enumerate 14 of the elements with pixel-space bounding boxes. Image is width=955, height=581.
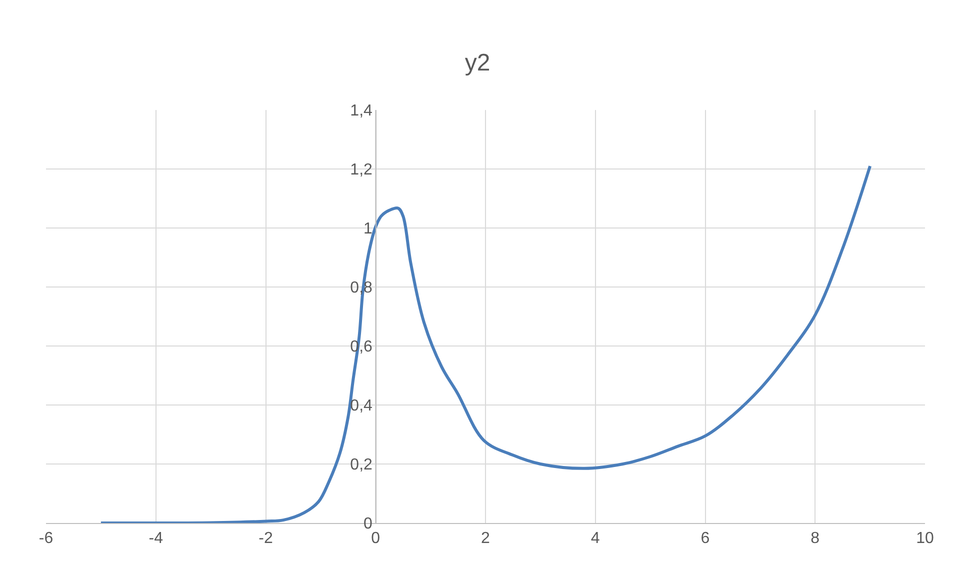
x-tick-label: 4 (590, 530, 600, 548)
y-tick-label: 0 (364, 516, 373, 533)
x-tick-label: 2 (481, 530, 490, 548)
y-tick-label: 1,4 (350, 102, 373, 120)
chart-title: y2 (464, 49, 490, 76)
x-tick-label: -2 (258, 530, 273, 548)
x-tick-label: 8 (810, 530, 820, 548)
x-tick-label: 6 (700, 530, 710, 548)
y-tick-label: 0,2 (350, 456, 373, 474)
y-tick-label: 1 (364, 220, 373, 238)
x-tick-label: -6 (38, 530, 54, 548)
x-tick-label: 10 (916, 530, 934, 548)
x-tick-label: -4 (148, 530, 164, 548)
y-tick-label: 1,2 (350, 162, 373, 179)
